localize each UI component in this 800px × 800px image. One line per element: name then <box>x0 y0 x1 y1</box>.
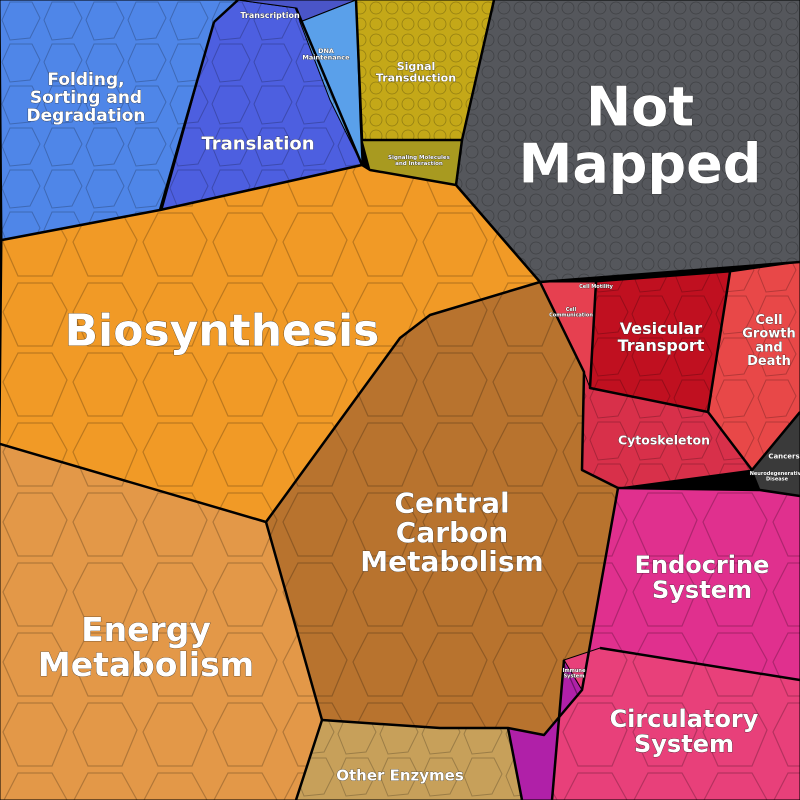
label-cell-comm-line: Communication <box>549 312 593 318</box>
label-endocrine-line: Endocrine <box>635 551 770 579</box>
label-dna-line: Maintenance <box>302 54 350 62</box>
label-cell-comm: Cell Communication <box>549 307 593 318</box>
label-cell-growth-line: Growth <box>742 327 796 342</box>
label-cytoskeleton-line: Cytoskeleton <box>618 432 710 447</box>
label-other-enzymes-line: Other Enzymes <box>336 766 464 784</box>
label-cell-motility-line: Cell Motility <box>579 284 614 290</box>
label-cytoskeleton: Cytoskeleton <box>618 432 710 447</box>
label-cell-motility: Cell Motility <box>579 284 614 290</box>
label-signal: Signal Transduction <box>376 60 456 85</box>
label-vesicular-line: Transport <box>618 336 705 355</box>
label-energy-line: Energy <box>81 610 211 649</box>
label-circulatory: Circulatory System <box>610 705 759 758</box>
label-folding: Folding, Sorting and Degradation <box>26 70 145 126</box>
label-central-carbon: Central Carbon Metabolism <box>360 486 543 578</box>
label-not-mapped-line: Mapped <box>519 132 762 195</box>
label-cell-growth: Cell Growth and Death <box>742 313 796 369</box>
label-translation-line: Translation <box>201 133 314 154</box>
label-folding-line: Folding, <box>47 70 124 90</box>
label-other-enzymes: Other Enzymes <box>336 766 464 784</box>
label-cell-growth-line: and <box>755 340 782 355</box>
label-signal-line: Signal <box>397 60 436 73</box>
label-not-mapped-line: Not <box>586 76 694 139</box>
label-signal-mol-line: Signaling Molecules <box>388 155 451 161</box>
label-transcription-line: Transcription <box>240 11 300 20</box>
label-energy-line: Metabolism <box>38 645 254 684</box>
label-vesicular-line: Vesicular <box>620 319 703 338</box>
label-energy: Energy Metabolism <box>38 610 254 684</box>
label-neuro-line: Neurodegenerative <box>750 471 800 477</box>
label-signal-mol-line: and Interaction <box>395 161 443 167</box>
label-central-carbon-line: Central <box>394 486 509 519</box>
label-folding-line: Degradation <box>26 106 145 126</box>
label-vesicular: Vesicular Transport <box>618 319 705 355</box>
label-folding-line: Sorting and <box>30 88 142 108</box>
label-immune-line: Immune <box>563 668 586 674</box>
label-cancers: Cancers <box>768 452 799 460</box>
label-signal-line: Transduction <box>376 72 456 85</box>
label-biosynthesis-line: Biosynthesis <box>65 305 380 356</box>
label-translation: Translation <box>201 133 314 154</box>
label-cancers-line: Cancers <box>768 452 799 460</box>
label-circulatory-line: Circulatory <box>610 705 759 733</box>
label-transcription: Transcription <box>240 11 300 20</box>
label-endocrine: Endocrine System <box>635 551 770 604</box>
label-cell-growth-line: Death <box>747 354 791 369</box>
label-dna-line: DNA <box>318 47 334 55</box>
label-central-carbon-line: Carbon <box>396 516 508 549</box>
label-not-mapped: Not Mapped <box>519 76 762 196</box>
label-central-carbon-line: Metabolism <box>360 545 543 578</box>
label-neuro-line: Disease <box>766 476 789 482</box>
label-immune-line: System <box>564 673 585 679</box>
label-neuro: Neurodegenerative Disease <box>750 471 800 482</box>
label-endocrine-line: System <box>652 576 752 604</box>
labels-layer: Transcription Folding, Sorting and Degradat… <box>26 10 800 784</box>
label-circulatory-line: System <box>634 730 734 758</box>
label-cell-comm-line: Cell <box>566 307 577 313</box>
label-cell-growth-line: Cell <box>755 313 782 328</box>
label-signal-mol: Signaling Molecules and Interaction <box>388 155 451 167</box>
label-immune: Immune System <box>563 668 586 679</box>
label-biosynthesis: Biosynthesis <box>65 305 380 356</box>
label-dna: DNA Maintenance <box>302 47 350 62</box>
